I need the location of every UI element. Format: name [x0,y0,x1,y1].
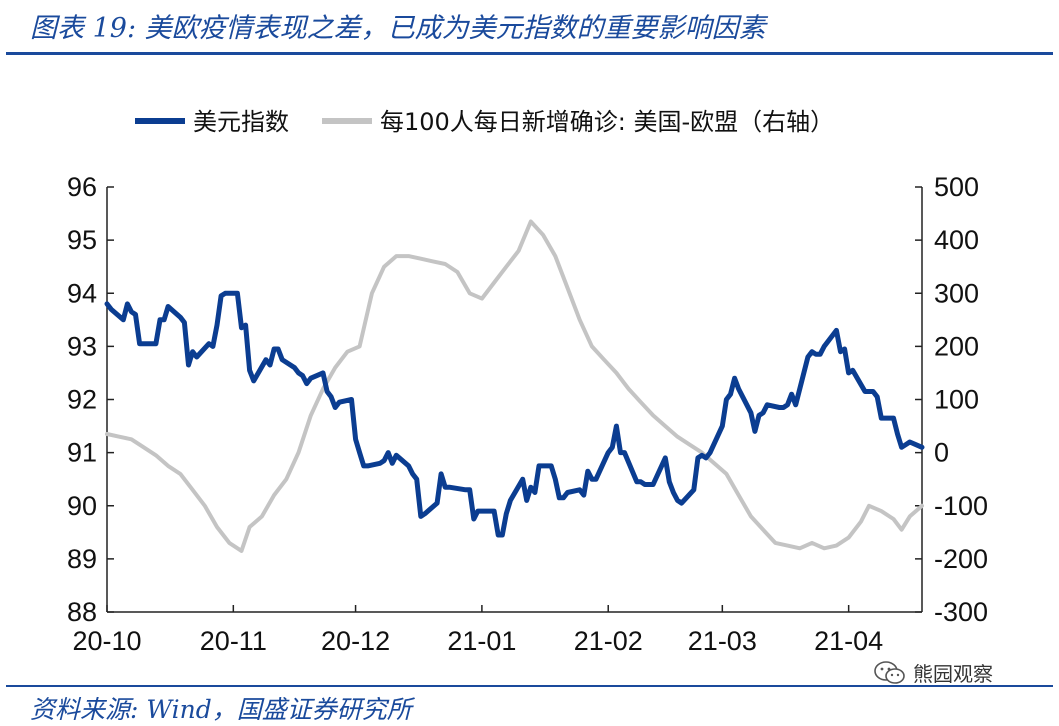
y-left-tick-label: 96 [67,172,97,202]
figure-title: 图表 19: 美欧疫情表现之差，已成为美元指数的重要影响因素 [30,13,766,44]
y-right-tick-label: 300 [934,278,979,308]
y-left-tick-label: 89 [67,544,97,574]
y-left-tick-label: 91 [67,438,97,468]
chart-axes: 88 89 90 91 92 93 94 95 96 -300 -200 -100 0 100 200 300… [67,172,988,656]
legend-label-usd: 美元指数 [193,108,289,136]
y-left-tick-label: 95 [67,225,97,255]
x-tick-label: 20-11 [200,626,267,656]
y-right-tick-label: 400 [934,225,979,255]
series-line-usd-index [104,290,925,538]
y-left-tick-label: 93 [67,331,97,361]
y-left-tick-label: 94 [67,278,97,308]
x-tick-label: 21-03 [688,626,757,656]
chart-svg: 美元指数 每100人每日新增确诊: 美国-欧盟（右轴） 88 89 90 91 92 93… [67,108,988,656]
x-tick-label: 20-12 [321,626,390,656]
legend-label-cases: 每100人每日新增确诊: 美国-欧盟（右轴） [380,108,834,136]
y-right-tick-label: 500 [934,172,979,202]
x-tick-label: 21-02 [574,626,643,656]
wechat-icon [874,660,905,684]
y-right-tick-label: 100 [934,385,979,415]
chart-series [104,219,925,553]
legend: 美元指数 每100人每日新增确诊: 美国-欧盟（右轴） [135,108,834,136]
y-right-tick-label: 200 [934,331,979,361]
watermark: 熊园观察 [873,658,993,687]
title-divider [6,52,1053,55]
source-note: 资料来源: Wind，国盛证券研究所 [30,695,412,724]
y-left-tick-label: 92 [67,385,97,415]
x-tick-label: 21-04 [814,626,883,656]
watermark-label: 熊园观察 [913,662,993,686]
y-right-tick-label: 0 [934,438,949,468]
x-tick-label: 20-10 [72,626,141,656]
x-tick-label: 21-01 [447,626,516,656]
y-left-tick-label: 90 [67,491,97,521]
y-right-tick-label: -200 [934,544,988,574]
series-line-us-eu-cases [105,219,924,553]
y-right-tick-label: -300 [934,597,988,627]
footer-divider [6,685,1053,687]
y-right-tick-label: -100 [934,491,988,521]
y-left-tick-label: 88 [67,597,97,627]
